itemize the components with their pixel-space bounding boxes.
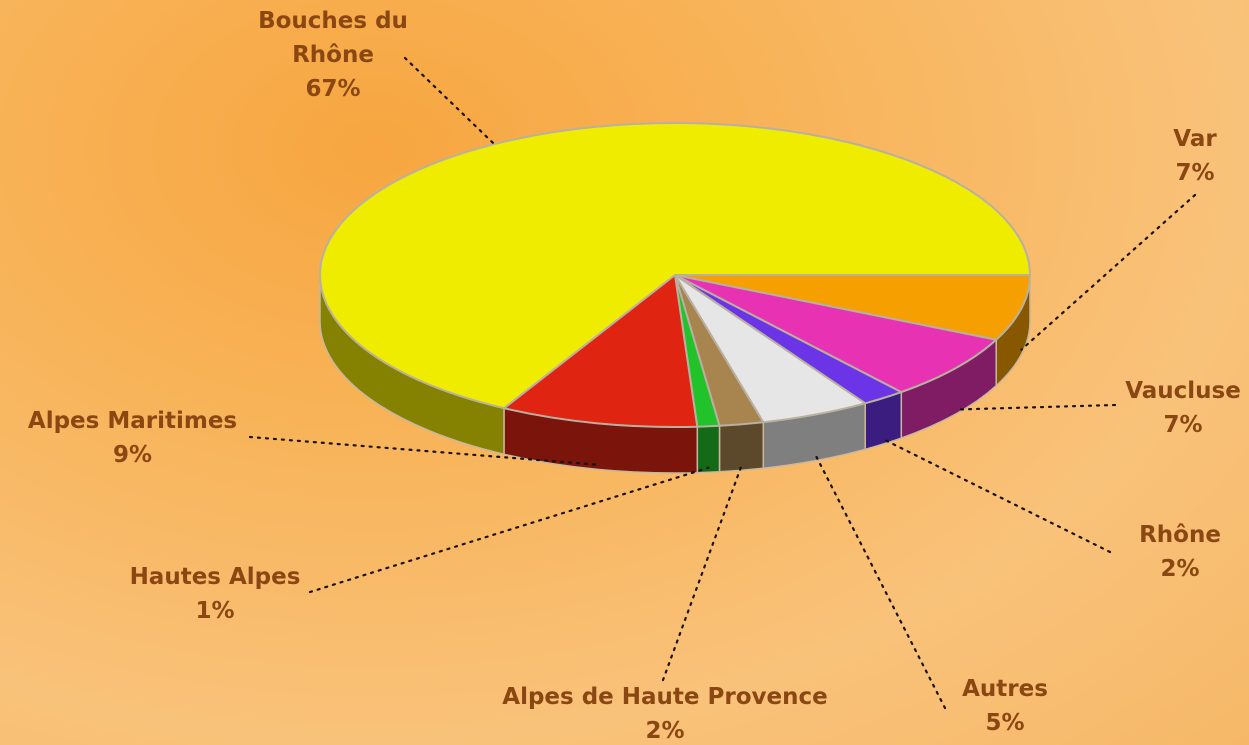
value-label: 7% (1140, 156, 1249, 190)
value-label: 2% (1115, 552, 1245, 586)
value-label: 2% (480, 714, 850, 745)
leader-line (956, 405, 1115, 410)
chart: Var7%Vaucluse7%Rhône2%Autres5%Alpes de H… (0, 0, 1249, 745)
value-label: 7% (1110, 408, 1249, 442)
leader-line (1021, 195, 1195, 350)
value-label: 1% (110, 594, 320, 628)
category-name: Alpes Maritimes (10, 404, 255, 438)
category-name: Vaucluse (1110, 374, 1249, 408)
leader-line (310, 468, 708, 592)
category-name: Var (1140, 122, 1249, 156)
category-name: Bouches du Rhône (258, 4, 408, 72)
leader-line (663, 466, 742, 680)
leader-line (816, 456, 945, 708)
leader-line (884, 439, 1110, 552)
leader-line (405, 58, 494, 144)
slice-side (697, 426, 719, 473)
category-name: Rhône (1115, 518, 1245, 552)
category-name: Hautes Alpes (110, 560, 320, 594)
value-label: 9% (10, 438, 255, 472)
category-name: Autres (940, 672, 1070, 706)
slice-side (719, 422, 763, 472)
category-name: Alpes de Haute Provence (480, 680, 850, 714)
pie-canvas (0, 0, 1249, 745)
value-label: 5% (940, 706, 1070, 740)
value-label: 67% (258, 72, 408, 106)
